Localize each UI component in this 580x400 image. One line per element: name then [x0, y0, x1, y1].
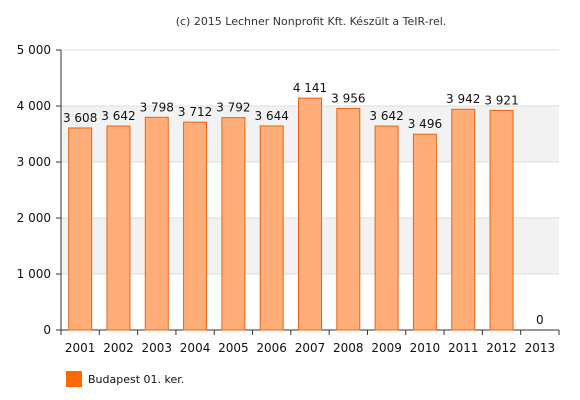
x-tick-label: 2003	[141, 341, 172, 355]
y-tick-label: 2 000	[17, 211, 51, 225]
bar	[298, 97, 322, 331]
y-tick-label: 5 000	[17, 43, 51, 57]
data-label: 3 496	[408, 117, 442, 131]
y-tick-label: 1 000	[17, 267, 51, 281]
bar	[144, 116, 169, 331]
data-label: 3 956	[331, 91, 365, 105]
x-tick-label: 2008	[333, 341, 364, 355]
data-label: 3 712	[178, 105, 212, 119]
bar	[412, 133, 437, 331]
x-tick-label: 2010	[410, 341, 441, 355]
y-tick-label: 0	[43, 323, 51, 337]
plot-area: 0 1 000 2 000 3 000 4 000 5 000 3 608 2001 3 642…	[17, 43, 560, 355]
x-tick-label: 2012	[486, 341, 517, 355]
data-label: 3 942	[446, 92, 480, 106]
y-tick-label: 3 000	[17, 155, 51, 169]
data-label: 4 141	[293, 81, 327, 95]
x-tick-label: 2009	[371, 341, 402, 355]
data-label: 3 642	[369, 109, 403, 123]
data-label: 3 608	[63, 111, 97, 125]
x-tick-label: 2001	[65, 341, 96, 355]
bar	[106, 125, 131, 331]
credit-text: (c) 2015 Lechner Nonprofit Kft. Készült …	[176, 15, 447, 28]
legend: Budapest 01. ker.	[66, 371, 184, 387]
data-label: 0	[536, 313, 544, 327]
y-tick-label: 4 000	[17, 99, 51, 113]
data-label: 3 798	[140, 100, 174, 114]
data-label: 3 642	[101, 109, 135, 123]
x-tick-label: 2013	[525, 341, 556, 355]
bar	[336, 107, 361, 331]
legend-label: Budapest 01. ker.	[88, 372, 185, 386]
x-tick-label: 2011	[448, 341, 479, 355]
x-tick-label: 2004	[180, 341, 211, 355]
bar	[183, 121, 208, 331]
data-label: 3 792	[216, 101, 250, 115]
bar	[374, 125, 399, 331]
data-label: 3 644	[255, 109, 289, 123]
x-tick-label: 2002	[103, 341, 134, 355]
bar	[259, 125, 284, 331]
data-label: 3 921	[484, 93, 518, 107]
bar	[489, 109, 514, 331]
x-tick-label: 2007	[295, 341, 326, 355]
bar	[221, 117, 246, 331]
legend-swatch	[66, 371, 82, 387]
x-tick-label: 2006	[256, 341, 287, 355]
x-tick-label: 2005	[218, 341, 249, 355]
bar	[451, 108, 476, 331]
bar	[68, 127, 93, 331]
